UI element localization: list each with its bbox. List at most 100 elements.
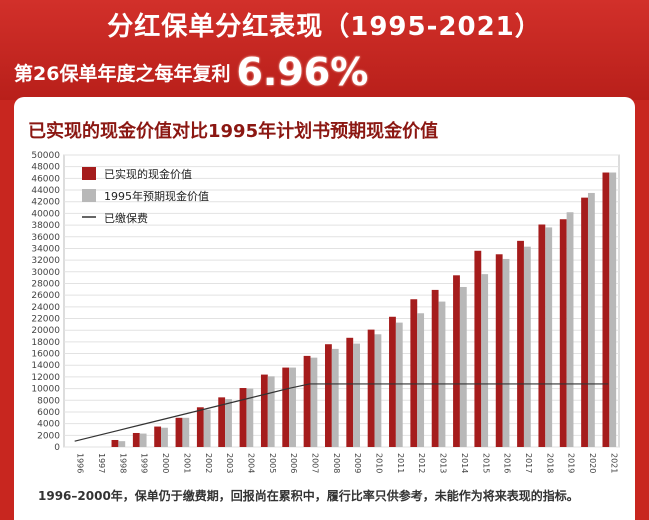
y-tick-label: 30000 bbox=[31, 268, 60, 278]
bar-projected bbox=[267, 376, 275, 447]
bar-realized bbox=[453, 275, 460, 447]
bar-projected bbox=[161, 427, 168, 447]
header-banner bbox=[0, 0, 649, 100]
y-tick-label: 18000 bbox=[31, 338, 60, 348]
bar-projected bbox=[289, 367, 296, 447]
y-tick-label: 36000 bbox=[31, 233, 60, 243]
legend-label: 已缴保费 bbox=[104, 211, 148, 225]
bar-projected bbox=[545, 227, 553, 447]
x-tick-label: 2014 bbox=[460, 453, 469, 473]
bar-projected bbox=[139, 433, 147, 447]
legend-swatch bbox=[82, 189, 96, 202]
bar-projected bbox=[395, 322, 403, 447]
bar-realized bbox=[111, 439, 119, 447]
x-tick-label: 2005 bbox=[268, 453, 277, 473]
x-tick-label: 1997 bbox=[97, 453, 106, 473]
x-tick-label: 2016 bbox=[503, 453, 512, 473]
bar-projected bbox=[225, 399, 232, 447]
x-tick-label: 1996 bbox=[76, 453, 85, 473]
bar-realized bbox=[175, 417, 183, 447]
y-tick-label: 34000 bbox=[31, 244, 60, 254]
y-tick-label: 8000 bbox=[37, 396, 60, 406]
bar-realized bbox=[324, 344, 332, 447]
y-tick-label: 24000 bbox=[31, 303, 60, 313]
x-tick-label: 2009 bbox=[353, 453, 362, 473]
bar-projected bbox=[182, 417, 190, 447]
bar-realized bbox=[431, 289, 439, 447]
x-tick-label: 2010 bbox=[375, 453, 384, 473]
y-tick-label: 28000 bbox=[31, 279, 60, 289]
legend-label: 1995年预期现金价值 bbox=[104, 189, 209, 203]
x-tick-label: 2013 bbox=[439, 453, 448, 473]
x-tick-label: 2000 bbox=[161, 453, 170, 473]
x-tick-label: 2020 bbox=[588, 453, 597, 473]
y-tick-label: 22000 bbox=[31, 315, 60, 325]
y-tick-label: 42000 bbox=[31, 198, 60, 208]
bar-projected bbox=[417, 313, 425, 447]
y-tick-label: 40000 bbox=[31, 209, 60, 219]
y-tick-label: 50000 bbox=[31, 151, 60, 161]
x-tick-label: 2003 bbox=[225, 453, 234, 473]
bar-realized bbox=[410, 299, 418, 447]
legend-swatch bbox=[82, 167, 96, 180]
bar-projected bbox=[566, 212, 574, 447]
bar-realized bbox=[538, 224, 546, 447]
premium-line bbox=[74, 383, 609, 442]
bar-realized bbox=[602, 172, 610, 447]
bar-realized bbox=[581, 197, 588, 447]
bar-realized bbox=[517, 240, 524, 447]
x-tick-label: 2002 bbox=[204, 453, 213, 473]
y-tick-label: 16000 bbox=[31, 350, 60, 360]
bar-projected bbox=[609, 172, 617, 447]
y-tick-label: 10000 bbox=[31, 385, 60, 395]
legend-label: 已实现的现金价值 bbox=[104, 167, 192, 181]
y-tick-label: 14000 bbox=[31, 361, 60, 371]
bar-realized bbox=[260, 374, 268, 447]
x-tick-label: 2021 bbox=[609, 453, 618, 473]
y-tick-label: 32000 bbox=[31, 256, 60, 266]
x-tick-label: 2007 bbox=[310, 453, 319, 473]
y-tick-label: 0 bbox=[54, 443, 60, 453]
bar-chart: 0200040006000800010000120001400016000180… bbox=[31, 151, 620, 473]
bar-realized bbox=[132, 432, 140, 447]
y-tick-label: 26000 bbox=[31, 291, 60, 301]
bar-realized bbox=[495, 254, 503, 447]
bar-realized bbox=[559, 219, 567, 447]
y-tick-label: 46000 bbox=[31, 174, 60, 184]
bar-projected bbox=[374, 334, 382, 447]
x-tick-label: 2006 bbox=[289, 453, 298, 473]
page-title: 分红保单分红表现（1995-2021） bbox=[107, 12, 542, 42]
bar-projected bbox=[459, 286, 467, 447]
y-tick-label: 38000 bbox=[31, 221, 60, 231]
bar-realized bbox=[303, 355, 311, 447]
x-tick-label: 2019 bbox=[567, 453, 576, 473]
bar-realized bbox=[346, 337, 354, 447]
y-tick-label: 48000 bbox=[31, 163, 60, 173]
y-tick-label: 44000 bbox=[31, 186, 60, 196]
x-tick-label: 2018 bbox=[545, 453, 554, 473]
y-tick-label: 6000 bbox=[37, 408, 60, 418]
y-tick-label: 20000 bbox=[31, 326, 60, 336]
bar-realized bbox=[389, 316, 396, 447]
x-tick-label: 2008 bbox=[332, 453, 341, 473]
bar-realized bbox=[282, 367, 290, 447]
footnote: 1996–2000年，保单仍于缴费期，回报尚在累积中，履行比率只供参考，未能作为… bbox=[38, 489, 579, 503]
x-tick-label: 2001 bbox=[182, 453, 191, 473]
y-tick-label: 4000 bbox=[37, 420, 60, 430]
x-tick-label: 2011 bbox=[396, 453, 405, 473]
bar-projected bbox=[310, 357, 318, 447]
bar-realized bbox=[474, 250, 482, 447]
compound-rate: 6.96% bbox=[236, 50, 369, 94]
bar-projected bbox=[331, 348, 339, 447]
bar-realized bbox=[239, 388, 247, 447]
bar-projected bbox=[587, 192, 595, 447]
bar-realized bbox=[367, 329, 375, 447]
bar-projected bbox=[481, 274, 489, 447]
y-tick-label: 2000 bbox=[37, 431, 60, 441]
bar-projected bbox=[438, 301, 446, 447]
x-tick-label: 2017 bbox=[524, 453, 533, 473]
bar-projected bbox=[353, 343, 361, 447]
x-tick-label: 2012 bbox=[417, 453, 426, 473]
bar-realized bbox=[154, 426, 162, 447]
bar-realized bbox=[218, 397, 226, 447]
